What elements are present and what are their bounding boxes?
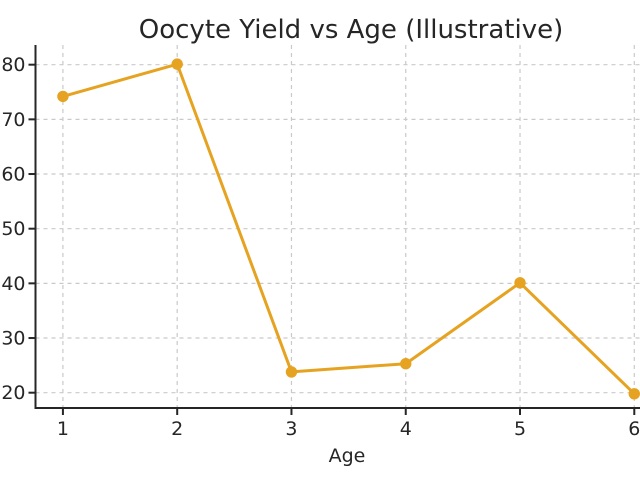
data-series [57, 58, 640, 400]
y-tick-label: 70 [1, 109, 25, 131]
grid [35, 45, 640, 408]
x-tick-label: 2 [171, 418, 183, 440]
y-tick-label: 30 [1, 328, 25, 350]
data-point [400, 358, 412, 370]
data-point [285, 366, 298, 378]
chart-title: Oocyte Yield vs Age (Illustrative) [139, 15, 563, 45]
data-point [171, 58, 183, 70]
y-tick-label: 80 [1, 54, 25, 76]
x-tick-label: 1 [57, 418, 69, 440]
x-tick-label: 3 [285, 418, 297, 440]
x-tick-label: 4 [400, 418, 412, 440]
data-point [628, 388, 640, 400]
x-tick-label: 6 [628, 418, 640, 440]
tick-labels: 20 30 40 50 60 70 80 1 2 3 4 5 6 [1, 54, 640, 440]
y-tick-label: 20 [1, 382, 25, 404]
y-tick-label: 40 [1, 273, 25, 295]
axes [28, 45, 640, 415]
data-point [514, 277, 526, 289]
x-tick-label: 5 [514, 418, 526, 440]
y-tick-label: 50 [1, 218, 25, 240]
x-axis-label: Age [329, 445, 366, 467]
data-point [57, 90, 69, 103]
data-line [61, 62, 636, 396]
y-tick-label: 60 [1, 164, 25, 186]
